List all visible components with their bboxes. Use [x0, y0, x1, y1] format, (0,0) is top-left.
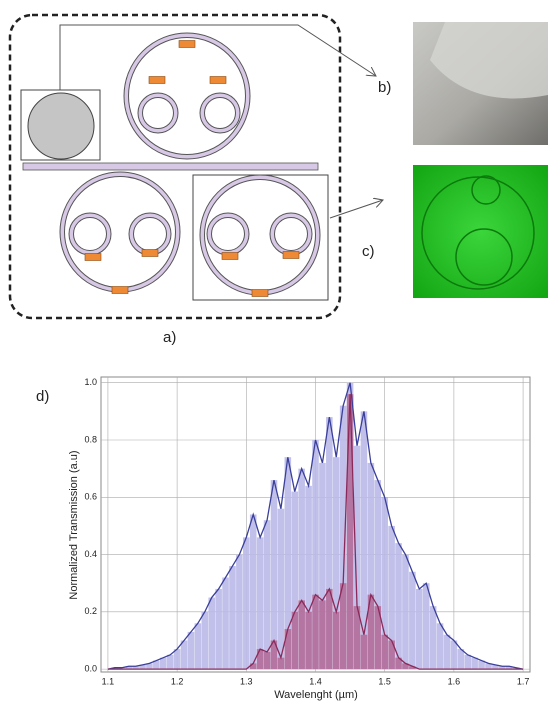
y-axis-label: Normalized Transmission (a.u) — [68, 450, 80, 599]
area-bar — [451, 640, 458, 669]
area-bar — [229, 566, 236, 669]
area-bar — [458, 649, 465, 669]
area-bar — [278, 509, 285, 669]
area-bar — [333, 612, 340, 669]
area-bar — [381, 635, 388, 669]
area-bar — [195, 623, 202, 669]
area-bar — [312, 595, 319, 669]
area-bar — [340, 583, 347, 669]
area-bar — [464, 655, 471, 669]
ring-inner — [74, 218, 107, 251]
y-tick-label: 0.0 — [84, 664, 97, 674]
x-tick-label: 1.4 — [309, 676, 322, 686]
area-bar — [188, 632, 195, 669]
x-axis-label: Wavelenght (µm) — [274, 689, 358, 701]
ring-inner — [134, 218, 167, 251]
ring-inner — [143, 98, 174, 129]
area-bar — [236, 555, 243, 670]
y-tick-label: 1.0 — [84, 377, 97, 387]
area-bar — [222, 577, 229, 669]
x-tick-label: 1.2 — [171, 676, 184, 686]
area-bar — [215, 589, 222, 669]
area-bar — [444, 635, 451, 669]
heater — [149, 77, 165, 84]
area-bar — [298, 600, 305, 669]
y-tick-label: 0.6 — [84, 492, 97, 502]
area-bar — [264, 520, 271, 669]
x-tick-label: 1.5 — [378, 676, 391, 686]
area-bar — [409, 572, 416, 669]
x-tick-label: 1.6 — [448, 676, 461, 686]
heater — [142, 250, 158, 257]
area-bar — [430, 606, 437, 669]
optical-image — [413, 165, 548, 298]
heater — [179, 41, 195, 48]
ring-inner — [205, 98, 236, 129]
heater — [112, 287, 128, 294]
y-tick-label: 0.4 — [84, 549, 97, 559]
area-bar — [264, 652, 271, 669]
panel-label: c) — [362, 243, 375, 260]
area-bar — [167, 655, 174, 669]
heater — [210, 77, 226, 84]
figure: a) b) c) d) Wavelenght (µm) Normalized T… — [0, 0, 551, 703]
area-bar — [243, 537, 250, 669]
panel-label: d) — [36, 388, 49, 405]
panel-label: b) — [378, 79, 391, 96]
panel-label: a) — [163, 329, 176, 346]
area-bar — [423, 583, 430, 669]
area-bar — [326, 589, 333, 669]
bus-waveguide — [23, 163, 318, 170]
area-bar — [361, 411, 368, 669]
area-bar — [402, 555, 409, 670]
area-bar — [160, 658, 167, 669]
area-bar — [471, 658, 478, 669]
area-bar — [291, 612, 298, 669]
area-bar — [181, 640, 188, 669]
ring-inner — [212, 218, 245, 251]
area-bar — [285, 629, 292, 669]
heater — [252, 290, 268, 297]
area-bar — [361, 635, 368, 669]
area-bar — [257, 649, 264, 669]
area-bar — [437, 623, 444, 669]
y-tick-label: 0.8 — [84, 434, 97, 444]
area-bar — [305, 612, 312, 669]
diagram — [10, 15, 548, 318]
area-bar — [347, 394, 354, 669]
heater — [283, 252, 299, 259]
heater — [85, 254, 101, 261]
area-bar — [319, 600, 326, 669]
area-bar — [202, 612, 209, 669]
x-tick-label: 1.1 — [102, 676, 115, 686]
area-bar — [208, 598, 215, 670]
area-bar — [174, 649, 181, 669]
page: {"panel_labels": {"a": "a)", "b": "b)", … — [0, 0, 551, 703]
disk — [28, 93, 94, 159]
chart: 0.0 0.2 0.4 0.6 0.8 1.0 1.1 1.2 1.3 1.4 1.5 1.6 1.7 — [84, 377, 530, 686]
area-bar — [250, 514, 257, 669]
connector — [330, 200, 383, 218]
area-bar — [250, 663, 257, 669]
x-tick-label: 1.7 — [517, 676, 530, 686]
ring-inner — [275, 218, 308, 251]
area-bar — [416, 589, 423, 669]
y-tick-label: 0.2 — [84, 606, 97, 616]
x-tick-label: 1.3 — [240, 676, 253, 686]
heater — [222, 253, 238, 260]
